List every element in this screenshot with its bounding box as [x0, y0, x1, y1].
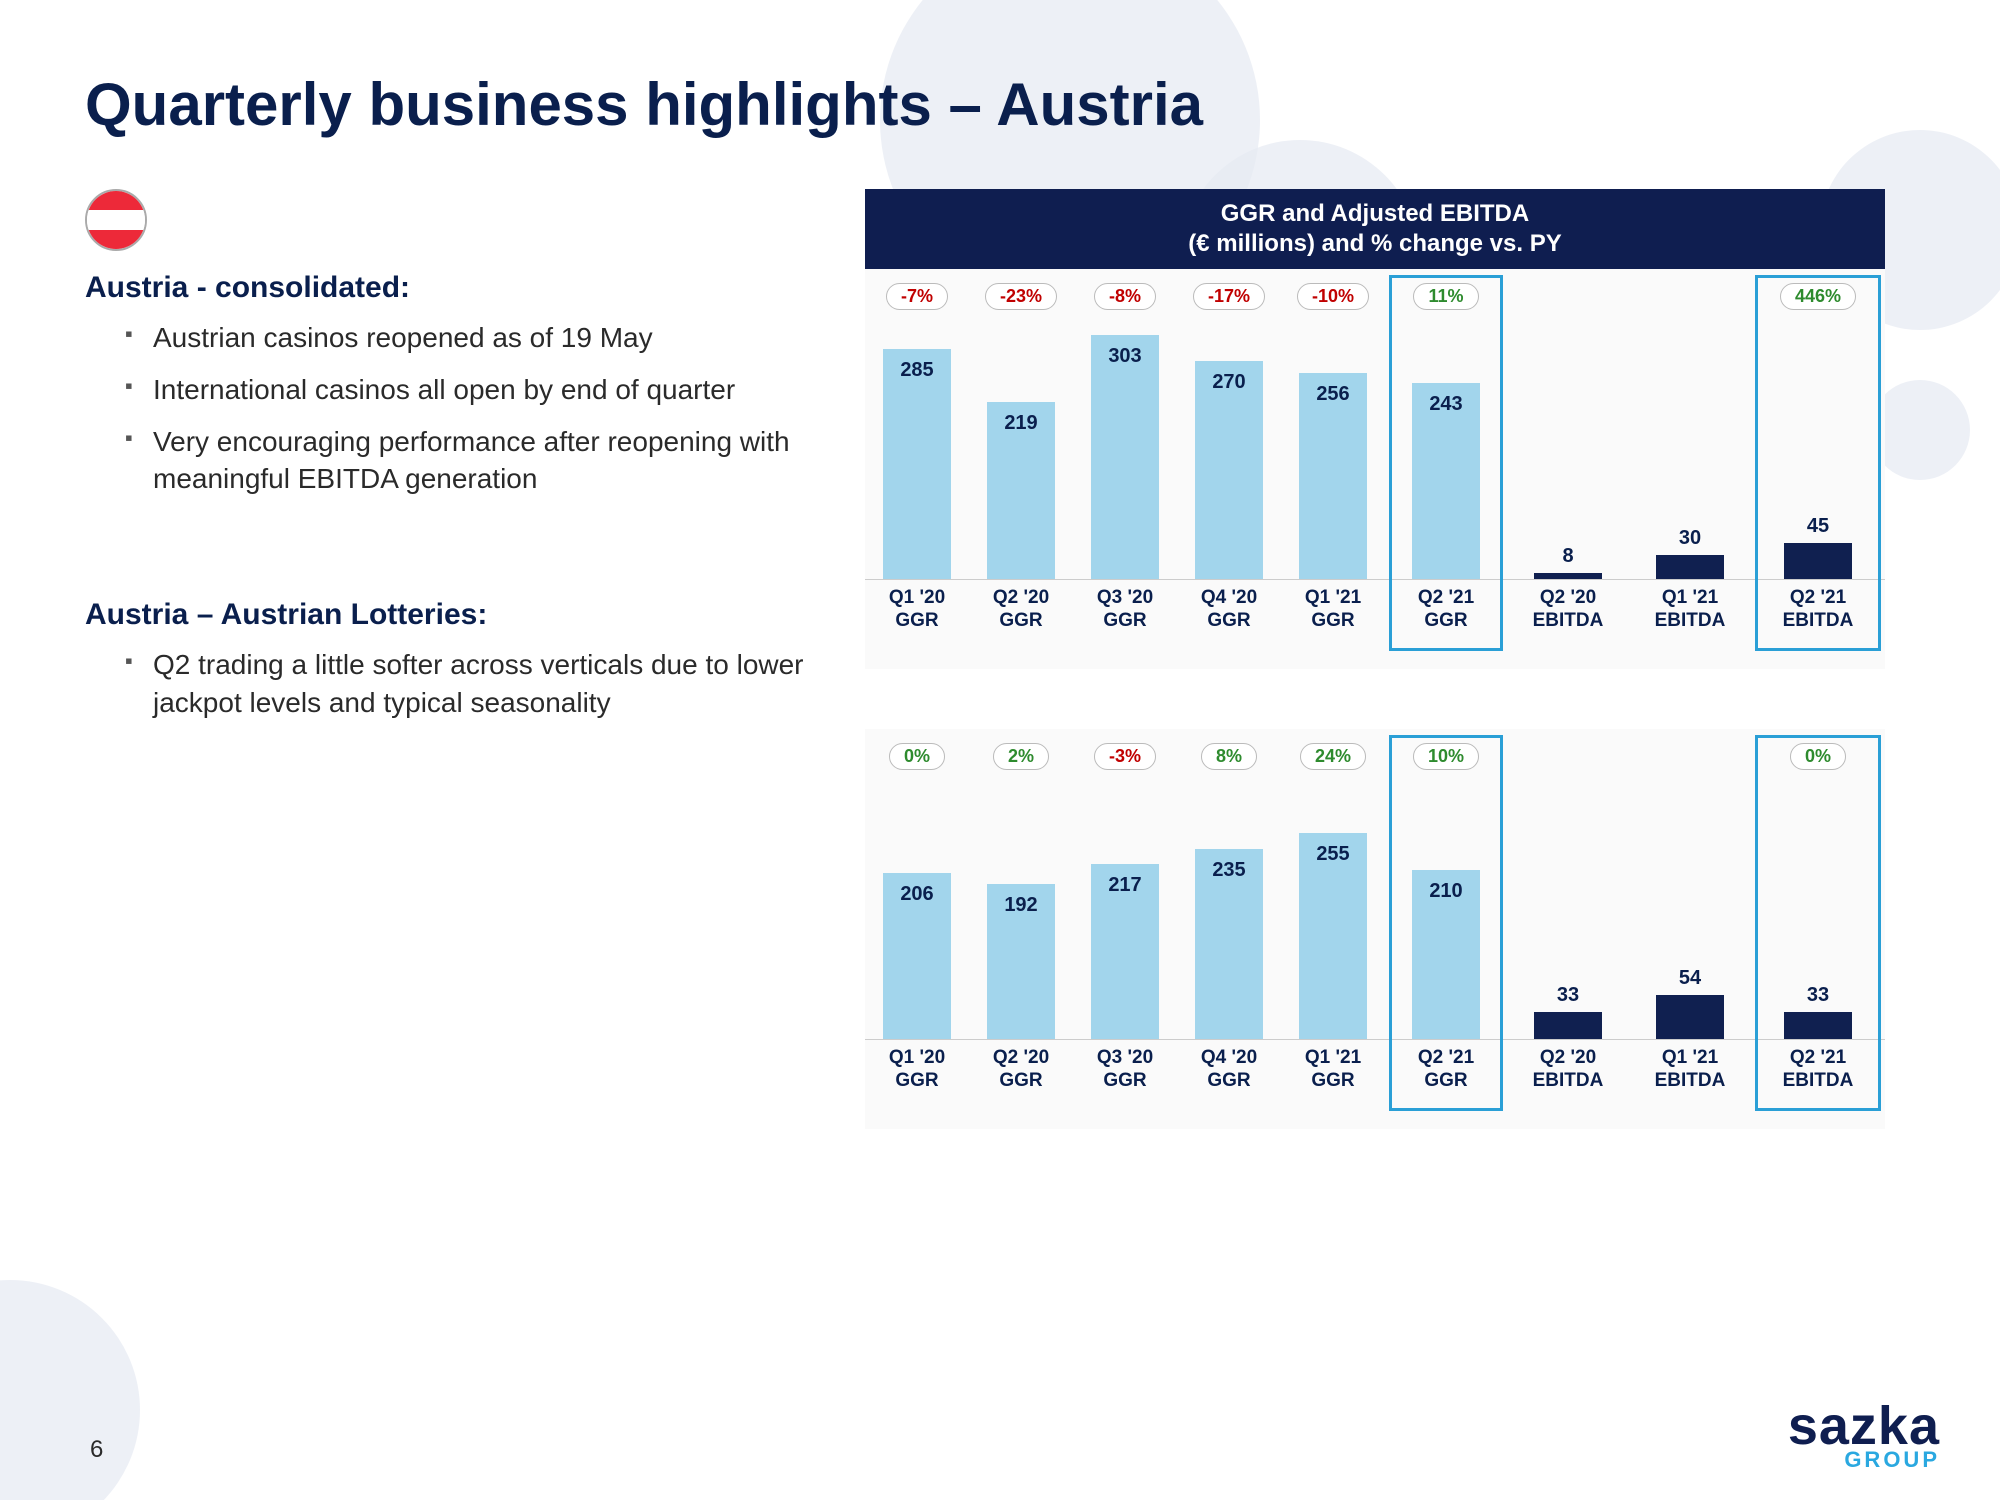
x-axis-label: Q4 '20GGR [1177, 583, 1281, 653]
pct-change-pill: -17% [1193, 283, 1265, 310]
pct-change-pill: 10% [1413, 743, 1479, 770]
pct-change-pill: -3% [1094, 743, 1156, 770]
bar-value-label: 206 [900, 883, 933, 906]
bar-value-label: 45 [1807, 515, 1829, 538]
bar: 270 [1195, 361, 1263, 579]
section1-bullets: Austrian casinos reopened as of 19 May I… [85, 319, 825, 498]
x-axis-label: Q1 '21EBITDA [1629, 583, 1751, 653]
pct-change-pill: -23% [985, 283, 1057, 310]
x-axis-label: Q1 '21GGR [1281, 1043, 1385, 1113]
bar-value-label: 33 [1557, 984, 1579, 1007]
section1-heading: Austria - consolidated: [85, 271, 825, 305]
bar: 303 [1091, 335, 1159, 579]
x-axis-label: Q2 '20GGR [969, 583, 1073, 653]
company-logo: sazka GROUP [1788, 1402, 1940, 1470]
bar-value-label: 30 [1679, 527, 1701, 550]
austria-flag-icon [85, 189, 147, 251]
bar: 255 [1299, 833, 1367, 1039]
chart-lotteries: 0% 2% -3% 8% 24% 10% 0% 206 192 217 235 255 210 33 54 3… [865, 729, 1885, 1129]
bar-value-label: 270 [1212, 371, 1245, 394]
x-axis-label: Q2 '20EBITDA [1507, 583, 1629, 653]
pct-change-pill: -8% [1094, 283, 1156, 310]
chart-consolidated: -7% -23% -8% -17% -10% 11% 446% 285 219 303 270 256… [865, 269, 1885, 669]
bar-value-label: 255 [1316, 843, 1349, 866]
pct-change-pill: -7% [886, 283, 948, 310]
pct-change-pill: 446% [1780, 283, 1856, 310]
bar: 219 [987, 402, 1055, 579]
x-axis-label: Q2 '21GGR [1385, 583, 1507, 653]
bar: 54 [1656, 995, 1724, 1039]
bar: 206 [883, 873, 951, 1039]
pct-change-pill: 8% [1201, 743, 1257, 770]
bullet: International casinos all open by end of… [125, 371, 825, 409]
pct-change-pill: -10% [1297, 283, 1369, 310]
bar: 30 [1656, 555, 1724, 579]
x-axis-label: Q1 '21GGR [1281, 583, 1385, 653]
bar-value-label: 8 [1562, 545, 1573, 568]
section2-bullets: Q2 trading a little softer across vertic… [85, 646, 825, 722]
bar: 210 [1412, 870, 1480, 1039]
bar-value-label: 256 [1316, 383, 1349, 406]
bar: 285 [883, 349, 951, 579]
x-axis-label: Q2 '21EBITDA [1751, 1043, 1885, 1113]
x-axis-label: Q2 '20GGR [969, 1043, 1073, 1113]
bullet: Austrian casinos reopened as of 19 May [125, 319, 825, 357]
pct-change-pill: 0% [1790, 743, 1846, 770]
bar-value-label: 217 [1108, 874, 1141, 897]
x-axis-label: Q1 '20GGR [865, 1043, 969, 1113]
bar-value-label: 192 [1004, 894, 1037, 917]
bar-value-label: 54 [1679, 967, 1701, 990]
page-number: 6 [90, 1436, 103, 1464]
bar: 243 [1412, 383, 1480, 579]
x-axis-label: Q3 '20GGR [1073, 583, 1177, 653]
pct-change-pill: 11% [1413, 283, 1478, 310]
bar: 45 [1784, 543, 1852, 579]
bar: 192 [987, 884, 1055, 1039]
slide-title: Quarterly business highlights – Austria [85, 70, 1915, 139]
section2-heading: Austria – Austrian Lotteries: [85, 598, 825, 632]
bullet: Q2 trading a little softer across vertic… [125, 646, 825, 722]
x-axis-label: Q1 '20GGR [865, 583, 969, 653]
bar: 235 [1195, 849, 1263, 1039]
bar-value-label: 33 [1807, 984, 1829, 1007]
bar: 8 [1534, 573, 1602, 579]
logo-main: sazka [1788, 1402, 1940, 1451]
x-axis-label: Q2 '21GGR [1385, 1043, 1507, 1113]
pct-change-pill: 0% [889, 743, 945, 770]
bullet: Very encouraging performance after reope… [125, 423, 825, 499]
bar: 217 [1091, 864, 1159, 1039]
bar: 33 [1534, 1012, 1602, 1039]
x-axis-label: Q1 '21EBITDA [1629, 1043, 1751, 1113]
chart-header: GGR and Adjusted EBITDA(€ millions) and … [865, 189, 1885, 269]
x-axis-label: Q2 '20EBITDA [1507, 1043, 1629, 1113]
x-axis-label: Q4 '20GGR [1177, 1043, 1281, 1113]
pct-change-pill: 24% [1300, 743, 1366, 770]
x-axis-label: Q3 '20GGR [1073, 1043, 1177, 1113]
bar-value-label: 285 [900, 359, 933, 382]
bar-value-label: 219 [1004, 412, 1037, 435]
bar-value-label: 243 [1429, 393, 1462, 416]
x-axis-label: Q2 '21EBITDA [1751, 583, 1885, 653]
bar-value-label: 303 [1108, 345, 1141, 368]
bar-value-label: 210 [1429, 880, 1462, 903]
bar: 33 [1784, 1012, 1852, 1039]
pct-change-pill: 2% [993, 743, 1049, 770]
bar-value-label: 235 [1212, 859, 1245, 882]
bar: 256 [1299, 373, 1367, 579]
